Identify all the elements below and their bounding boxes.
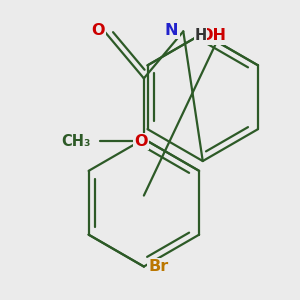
- Text: CH₃: CH₃: [61, 134, 91, 149]
- Text: O: O: [91, 22, 104, 38]
- Text: H: H: [194, 28, 207, 43]
- Text: O: O: [135, 134, 148, 149]
- Text: Br: Br: [149, 259, 169, 274]
- Text: OH: OH: [200, 28, 227, 44]
- Text: N: N: [165, 22, 178, 38]
- Text: Cl: Cl: [198, 28, 216, 43]
